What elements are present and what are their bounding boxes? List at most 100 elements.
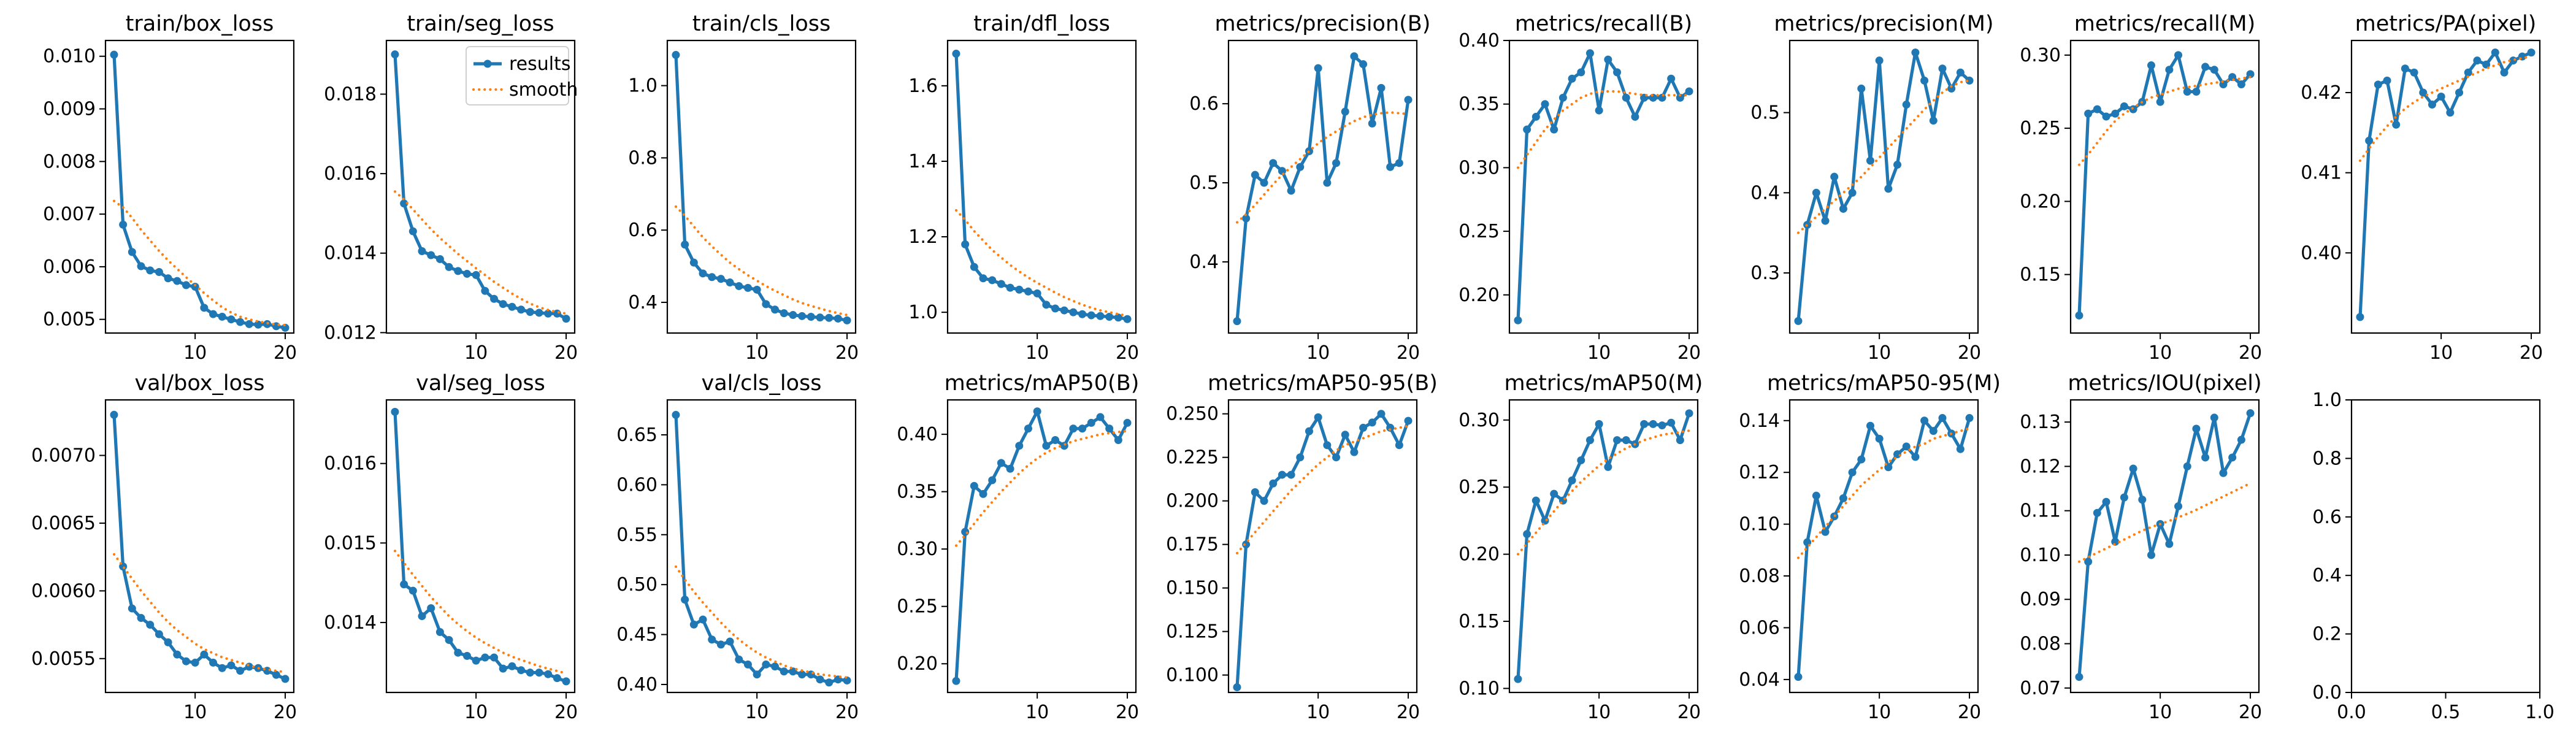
data-point (1386, 163, 1395, 171)
data-point (1631, 112, 1639, 121)
y-tick-label: 0.10 (1459, 678, 1500, 699)
data-point (454, 267, 462, 275)
axes-frame (1788, 39, 1979, 334)
data-point (1287, 470, 1295, 479)
data-point (1667, 74, 1676, 83)
data-point (1965, 414, 1974, 423)
data-point (798, 312, 807, 320)
data-point (743, 660, 752, 669)
data-point (1314, 413, 1322, 421)
x-tick-label: 20 (274, 342, 297, 364)
data-point (1350, 52, 1359, 61)
data-point (1848, 468, 1857, 477)
data-point (1260, 497, 1268, 505)
data-point (1386, 423, 1395, 432)
data-point (164, 274, 172, 283)
data-point (2237, 80, 2245, 89)
data-point (1911, 48, 1920, 57)
data-point (1323, 441, 1332, 450)
data-point (1114, 313, 1122, 322)
axes-frame (2069, 399, 2260, 694)
data-point (1585, 49, 1594, 58)
data-point (1105, 424, 1114, 433)
data-point (1550, 489, 1558, 498)
y-tick-label: 0.015 (324, 532, 377, 554)
axes-frame (1227, 39, 1418, 334)
x-tick-label: 10 (2149, 342, 2172, 364)
series-line-smooth (112, 199, 287, 327)
data-point (2192, 87, 2201, 96)
data-point (2102, 497, 2110, 506)
data-point (1875, 56, 1884, 65)
data-point (816, 675, 824, 684)
data-point (1613, 68, 1622, 77)
data-point (2473, 56, 2482, 65)
data-point (1640, 420, 1649, 428)
subplot-title: metrics/precision(M) (1774, 12, 1993, 36)
data-point (2365, 136, 2374, 145)
data-point (164, 638, 172, 646)
y-tick-label: 1.0 (628, 75, 657, 97)
data-point (1676, 93, 1684, 102)
data-point (2075, 673, 2083, 681)
data-point (2210, 66, 2218, 74)
data-point (1929, 117, 1938, 125)
data-point (843, 316, 851, 324)
data-point (699, 615, 707, 624)
y-tick-label: 0.07 (2020, 678, 2061, 699)
data-point (2419, 88, 2428, 97)
data-point (708, 273, 716, 282)
data-point (1015, 285, 1024, 294)
data-point (2201, 63, 2210, 71)
data-point (2527, 48, 2536, 57)
data-point (735, 655, 743, 664)
data-point (1251, 488, 1259, 496)
data-point (2084, 109, 2093, 118)
axes-frame (385, 399, 576, 694)
y-tick-label: 0.150 (1166, 578, 1219, 599)
data-point (2210, 413, 2218, 422)
data-point (1060, 306, 1068, 315)
y-tick-label: 0.6 (628, 220, 657, 241)
x-tick-label: 20 (1116, 702, 1139, 723)
y-tick-label: 0.45 (616, 624, 657, 646)
data-point (726, 637, 734, 646)
axes-frame (1788, 399, 1979, 694)
data-point (535, 669, 543, 677)
subplot: metrics/mAP50(B) 10 20 0.20 0.25 0.30 0.35 0.40 (897, 371, 1139, 723)
data-point (209, 310, 218, 318)
data-point (1042, 442, 1051, 450)
data-point (762, 300, 770, 309)
data-point (1902, 101, 1911, 109)
data-point (2410, 68, 2418, 77)
data-point (735, 282, 743, 290)
series-line-smooth (1516, 90, 1691, 169)
x-tick-label: 20 (2239, 342, 2262, 364)
series-line-smooth (674, 205, 849, 316)
data-point (1368, 119, 1376, 128)
x-tick-label: 10 (183, 342, 207, 364)
data-point (771, 305, 780, 314)
data-point (1929, 427, 1938, 435)
x-tick-label: 20 (1397, 702, 1420, 723)
data-point (2383, 76, 2391, 85)
data-point (988, 276, 997, 285)
data-point (1024, 424, 1032, 433)
data-point (2401, 64, 2409, 73)
x-tick-label: 10 (1025, 702, 1049, 723)
x-tick-label: 10 (1306, 342, 1330, 364)
y-tick-label: 0.5 (1750, 102, 1780, 124)
x-tick-label: 0.0 (2337, 702, 2366, 723)
data-point (227, 661, 236, 670)
x-tick-label: 20 (2520, 342, 2543, 364)
data-point (1069, 308, 1078, 316)
x-tick-label: 20 (1677, 342, 1701, 364)
data-point (209, 658, 218, 667)
data-point (672, 51, 680, 59)
x-tick-label: 10 (1868, 702, 1891, 723)
y-tick-label: 0.8 (628, 147, 657, 169)
data-point (562, 677, 570, 686)
subplot-title: metrics/mAP50-95(M) (1767, 371, 2001, 396)
y-tick-label: 0.08 (2020, 634, 2061, 655)
data-point (508, 302, 516, 311)
